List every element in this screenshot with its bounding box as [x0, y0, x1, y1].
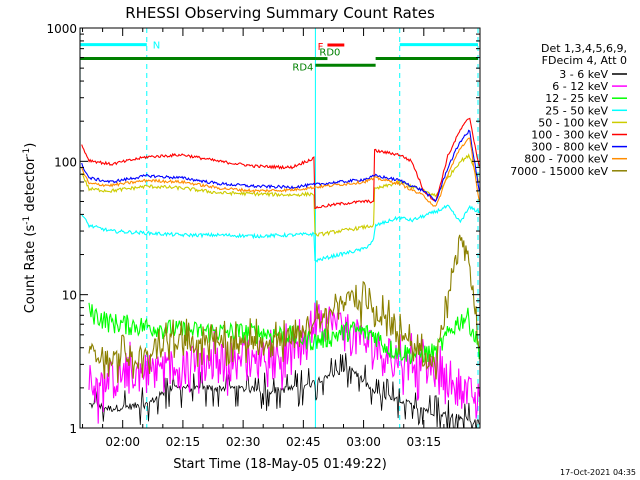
x-tick-label-2: 02:30 [226, 435, 261, 449]
y-axis-label-sup1: -1 [22, 216, 32, 225]
x-tick-label-3: 02:45 [286, 435, 321, 449]
y-tick-label-3: 1000 [46, 22, 77, 36]
x-tick-label-0: 02:00 [105, 435, 140, 449]
footer-timestamp: 17-Oct-2021 04:35 [560, 468, 636, 477]
legend-label-2: 12 - 25 keV [545, 92, 608, 105]
legend-header-0: Det 1,3,4,5,6,9, [541, 42, 627, 55]
axis-ticks: 02:00 02:15 02:30 02:45 03:00 03:15 1 10 100 1000 [46, 22, 480, 449]
bar-label-n: N [153, 41, 160, 52]
x-tick-label-5: 03:15 [407, 435, 442, 449]
series-line-6 [81, 129, 480, 203]
x-axis-label: Start Time (18-May-05 01:49:22) [173, 457, 387, 472]
series-line-0 [88, 353, 480, 428]
y-tick-label-1: 10 [62, 289, 77, 303]
x-tick-label-1: 02:15 [166, 435, 201, 449]
legend-label-3: 25 - 50 keV [545, 104, 608, 117]
legend-label-5: 100 - 300 keV [531, 129, 608, 142]
legend-label-0: 3 - 6 keV [559, 68, 608, 81]
plot-clipped [80, 28, 480, 428]
bar-label-rd4: RD4 [292, 62, 313, 73]
series-line-3 [81, 204, 480, 263]
series-line-7 [81, 137, 480, 207]
legend-header-1: FDecim 4, Att 0 [542, 54, 627, 67]
y-axis-label-main: Count Rate (s [23, 225, 38, 314]
plot-frame [79, 27, 481, 429]
legend-label-8: 7000 - 15000 keV [510, 165, 608, 178]
bar-label-rd0: RD0 [319, 48, 340, 59]
y-tick-label-2: 100 [54, 155, 77, 169]
legend-label-1: 6 - 12 keV [552, 80, 608, 93]
y-axis-label-sup2: -1 [22, 148, 32, 157]
y-axis-label: Count Rate (s-1 detector-1) [22, 143, 38, 314]
series-line-4 [81, 153, 480, 237]
bar-label-f: F [318, 42, 324, 53]
y-axis-label-end: ) [23, 143, 38, 148]
x-tick-label-4: 03:00 [346, 435, 381, 449]
legend-label-4: 50 - 100 keV [538, 116, 608, 129]
series-line-5 [81, 117, 480, 210]
legend-label-7: 800 - 7000 keV [524, 153, 608, 166]
legend-label-6: 300 - 800 keV [531, 141, 608, 154]
series-line-8 [88, 234, 480, 383]
y-axis-label-mid: detector [23, 156, 38, 216]
y-tick-label-0: 1 [69, 422, 77, 436]
legend: Det 1,3,4,5,6,9,FDecim 4, Att 03 - 6 keV… [510, 42, 627, 178]
chart-title: RHESSI Observing Summary Count Rates [125, 4, 435, 22]
